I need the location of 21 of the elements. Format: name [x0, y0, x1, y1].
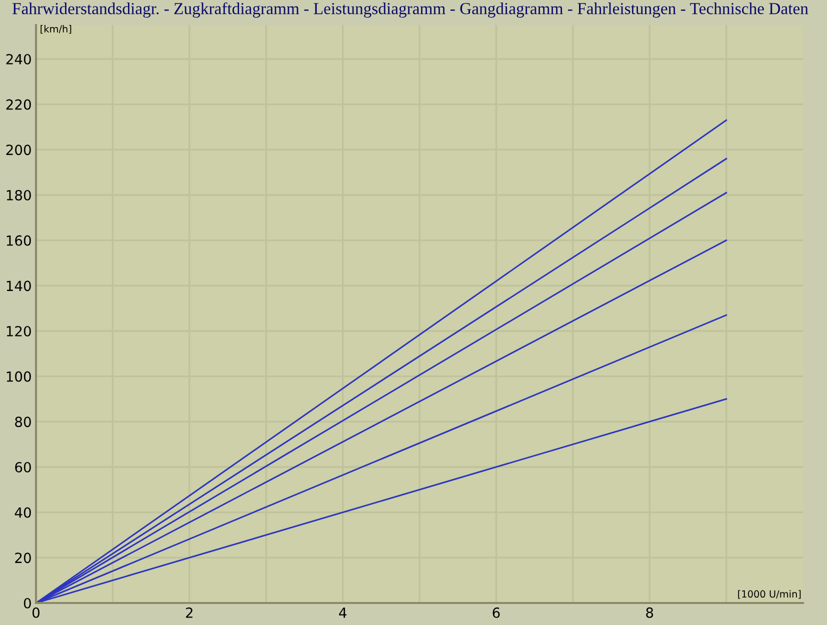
y-tick-label: 80 — [15, 416, 31, 428]
y-tick-label: 100 — [6, 371, 31, 382]
y-tick-label: 180 — [6, 190, 31, 200]
x-tick-label: 4 — [339, 608, 346, 618]
y-tick-label: 220 — [6, 99, 31, 110]
y-tick-label: 200 — [6, 144, 31, 156]
y-tick-label: 160 — [6, 235, 31, 246]
x-axis-title: [1000 U/min] — [738, 590, 801, 599]
text: Fahrwiderstandsdiagr. - Zugkraftdiagramm - Leistungsdiagramm - Gangdiagramm - Fahrleistungen - Technische Daten — [12, 2, 808, 18]
y-tick-label: 60 — [15, 462, 31, 472]
y-tick-label: 40 — [14, 507, 31, 518]
x-tick-label: 6 — [492, 607, 500, 618]
x-tick-label: 8 — [646, 607, 654, 618]
y-tick-label: 240 — [6, 54, 31, 64]
x-tick-label: 0 — [32, 607, 40, 618]
y-tick-label: 140 — [6, 280, 31, 292]
y-axis-title: [km/h] — [40, 25, 72, 34]
y-tick-label: 0 — [24, 598, 31, 608]
y-tick-label: 120 — [6, 326, 31, 336]
y-tick-label: 20 — [15, 552, 31, 564]
x-tick-label: 2 — [186, 607, 192, 618]
